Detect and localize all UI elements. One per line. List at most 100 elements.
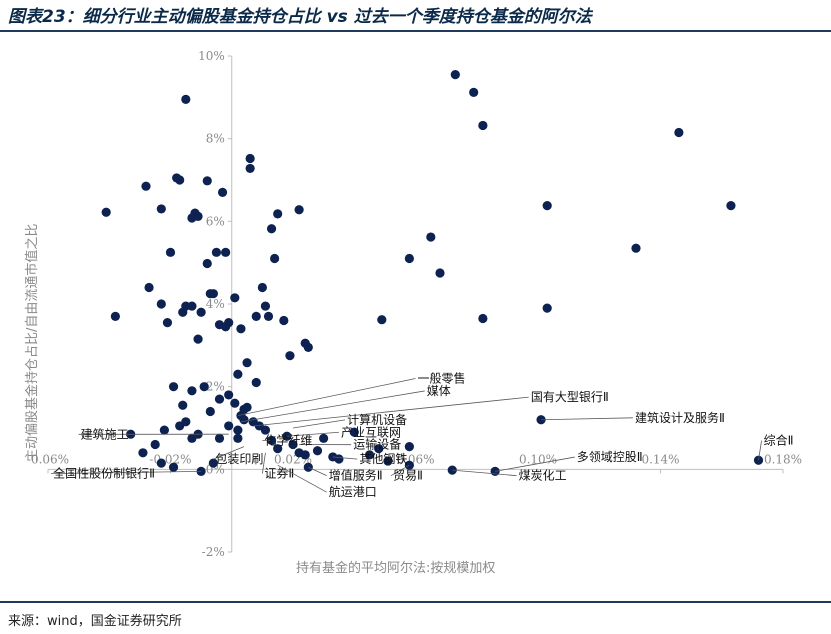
- annotation-leader-line: [390, 464, 410, 477]
- data-point: [193, 334, 203, 344]
- annotation-label: 全国性股份制银行Ⅱ: [53, 466, 155, 481]
- annotation-leader-line: [758, 440, 762, 461]
- annotation-label: 一般零售: [418, 371, 466, 386]
- data-point: [542, 201, 552, 211]
- annotation-label: 多领域控股Ⅱ: [577, 450, 643, 464]
- data-point: [260, 425, 271, 435]
- x-tick-label: -0.06%: [27, 452, 69, 466]
- annotation-leader-line: [541, 417, 633, 421]
- x-tick-label: 0.14%: [641, 452, 679, 466]
- annotation-leader-line: [308, 466, 327, 477]
- data-point: [233, 433, 243, 443]
- data-point: [233, 369, 243, 379]
- data-point: [334, 454, 344, 464]
- data-point: [175, 175, 185, 185]
- data-point: [312, 446, 323, 456]
- data-point: [288, 439, 298, 450]
- annotation-leader-line: [51, 471, 202, 474]
- y-tick-label: 2%: [206, 380, 225, 394]
- data-point: [251, 377, 261, 388]
- data-point: [181, 417, 191, 427]
- data-point: [303, 342, 313, 352]
- data-point: [236, 324, 246, 334]
- data-point: [162, 318, 173, 328]
- data-point: [214, 394, 225, 404]
- annotation-leader-line: [253, 396, 529, 427]
- data-point: [435, 268, 445, 278]
- data-point: [181, 94, 191, 104]
- annotation-label: 产业互联网: [341, 425, 401, 439]
- annotation-label: 包装印刷: [215, 452, 263, 466]
- data-point: [110, 311, 120, 321]
- data-point: [214, 433, 225, 443]
- data-point: [208, 289, 218, 299]
- data-point: [211, 247, 222, 257]
- data-point: [374, 444, 384, 454]
- axes-layer: -2%0%2%4%6%8%10%-0.06% -0.02% 0.02% 0.06% 0.…: [27, 49, 802, 559]
- data-point: [257, 282, 267, 293]
- data-point: [187, 301, 197, 311]
- data-point: [377, 315, 387, 325]
- annotation-leader-line: [237, 378, 416, 416]
- data-point: [168, 382, 179, 392]
- data-point: [141, 181, 151, 191]
- data-point: [319, 433, 329, 443]
- data-point: [273, 444, 283, 454]
- annotation-label: 建筑施工: [81, 426, 129, 441]
- data-point: [364, 450, 375, 460]
- data-point: [156, 204, 166, 214]
- data-point: [245, 163, 255, 174]
- data-point: [239, 415, 249, 425]
- annotation-label: 建筑设计及服务Ⅱ: [635, 410, 725, 425]
- data-point: [726, 201, 736, 211]
- data-point: [242, 358, 252, 368]
- data-point: [349, 427, 359, 437]
- annotation-label: 化学纤维: [264, 433, 312, 448]
- data-point: [156, 299, 166, 309]
- data-point: [208, 458, 218, 468]
- data-point: [199, 382, 209, 392]
- annotation-leader-line: [292, 419, 346, 429]
- annotation-label: 增值服务Ⅱ: [329, 468, 383, 483]
- annotation-label: 其他钢铁: [359, 452, 407, 466]
- data-point: [138, 448, 148, 458]
- x-tick-label: 0.18%: [764, 452, 802, 466]
- annotation-leader-line: [213, 446, 245, 460]
- annotation-leader-line: [332, 456, 358, 460]
- data-point: [270, 253, 280, 264]
- y-tick-label: 10%: [198, 49, 225, 63]
- data-point: [239, 404, 249, 414]
- data-point: [404, 442, 414, 452]
- data-point: [251, 311, 261, 321]
- x-tick-label: 0.10%: [519, 452, 557, 466]
- annotation-label: 航运港口: [329, 484, 377, 499]
- data-point: [165, 247, 176, 257]
- points-layer: [101, 70, 764, 476]
- x-axis-title: 持有基金的平均阿尔法:按规模加权: [296, 560, 495, 576]
- annotation-leader-line: [286, 431, 339, 437]
- data-point: [245, 153, 255, 164]
- chart-title: 图表23：细分行业主动偏股基金持仓占比 vs 过去一个季度持仓基金的阿尔法: [8, 7, 592, 27]
- annotation-leader-line: [277, 464, 327, 493]
- footer-divider: [0, 601, 831, 603]
- data-point: [404, 253, 414, 264]
- annotation-leader-line: [495, 456, 575, 472]
- data-point: [273, 209, 283, 219]
- data-point: [196, 307, 206, 317]
- scatter-chart: -2%0%2%4%6%8%10%-0.06% -0.02% 0.02% 0.06% 0.…: [24, 49, 802, 576]
- annotation-label: 计算机设备: [347, 412, 407, 427]
- data-point: [285, 351, 295, 361]
- source-note: 来源：wind，国金证券研究所: [8, 614, 182, 629]
- data-point: [202, 258, 212, 269]
- data-point: [221, 247, 231, 257]
- data-point: [150, 439, 160, 450]
- data-point: [144, 282, 154, 293]
- data-point: [202, 176, 212, 186]
- data-point: [426, 232, 436, 242]
- data-point: [224, 318, 234, 328]
- data-point: [542, 303, 552, 313]
- data-point: [294, 205, 304, 215]
- data-point: [224, 421, 234, 431]
- data-point: [168, 462, 179, 472]
